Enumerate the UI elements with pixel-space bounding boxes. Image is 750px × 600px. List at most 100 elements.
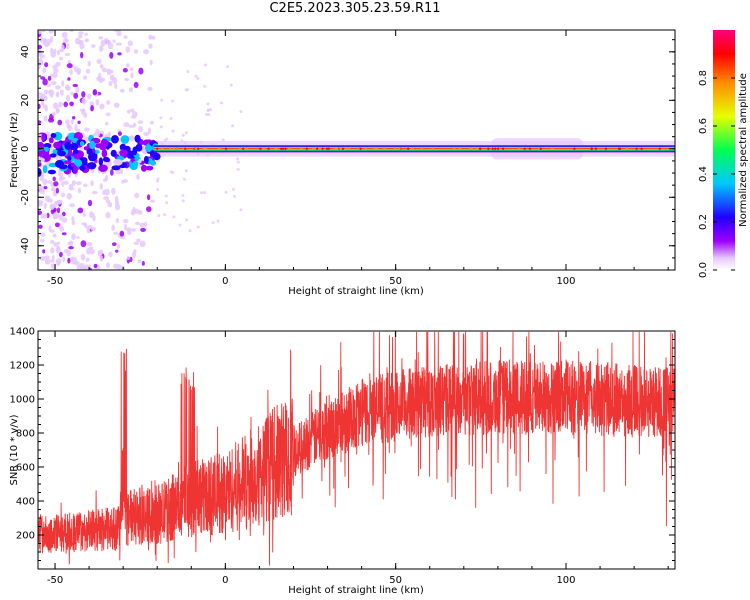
heatmap-noise-cell bbox=[123, 219, 129, 224]
heatmap-core-cell bbox=[79, 165, 86, 171]
heatmap-noise-cell bbox=[87, 26, 93, 30]
heatmap-noise-cell bbox=[131, 228, 137, 232]
heatmap-noise-cell bbox=[137, 120, 144, 125]
spectrogram-ytick-label: 20 bbox=[20, 94, 31, 107]
heatmap-noise-cell bbox=[68, 246, 74, 250]
heatmap-noise-cell bbox=[80, 253, 86, 261]
heatmap-noise-cell bbox=[69, 30, 74, 32]
heatmap-noise-cell bbox=[52, 212, 58, 218]
heatmap-band-speck bbox=[658, 147, 661, 150]
heatmap-noise-cell bbox=[68, 183, 74, 189]
heatmap-noise-cell bbox=[80, 240, 87, 248]
heatmap-band-speck bbox=[475, 147, 479, 150]
heatmap-noise-cell bbox=[85, 257, 90, 262]
heatmap-noise-cell bbox=[105, 112, 111, 117]
heatmap-band-speck bbox=[373, 147, 376, 150]
heatmap-noise-cell bbox=[188, 229, 192, 233]
heatmap-band-speck bbox=[288, 147, 291, 150]
heatmap-noise-cell bbox=[89, 248, 95, 255]
heatmap-core-cell bbox=[129, 135, 135, 142]
heatmap-noise-cell bbox=[109, 169, 114, 176]
heatmap-noise-cell bbox=[61, 232, 67, 236]
heatmap-noise-cell bbox=[99, 103, 105, 110]
heatmap-noise-cell bbox=[43, 115, 48, 122]
heatmap-core-cell bbox=[119, 149, 129, 156]
heatmap-noise-cell bbox=[50, 80, 57, 86]
heatmap-noise-cell bbox=[43, 202, 47, 210]
heatmap-noise-cell bbox=[42, 249, 46, 254]
heatmap-noise-cell bbox=[111, 187, 116, 195]
heatmap-noise-cell bbox=[50, 259, 55, 263]
heatmap-noise-cell bbox=[50, 247, 55, 254]
spectrogram-xtick-label: 100 bbox=[556, 276, 575, 287]
heatmap-noise-cell bbox=[38, 120, 42, 125]
heatmap-noise-cell bbox=[138, 67, 144, 75]
snr-line-layer bbox=[38, 331, 675, 566]
heatmap-noise-cell bbox=[69, 240, 74, 245]
heatmap-noise-cell bbox=[39, 256, 46, 261]
heatmap-noise-cell bbox=[106, 100, 111, 105]
heatmap-core-cell bbox=[143, 155, 149, 164]
heatmap-noise-cell bbox=[229, 83, 233, 87]
heatmap-noise-cell bbox=[147, 127, 152, 135]
heatmap-noise-cell bbox=[84, 223, 88, 229]
spectrogram-xtick-label: -50 bbox=[47, 276, 63, 287]
heatmap-noise-cell bbox=[96, 76, 101, 82]
heatmap-band-speck bbox=[487, 147, 490, 150]
snr-xlabel: Height of straight line (km) bbox=[288, 585, 424, 596]
heatmap-band-speck bbox=[453, 147, 456, 150]
heatmap-noise-cell bbox=[99, 183, 103, 190]
heatmap-band-speck bbox=[491, 147, 494, 150]
heatmap-noise-cell bbox=[91, 190, 98, 195]
heatmap-noise-cell bbox=[113, 263, 118, 269]
heatmap-noise-cell bbox=[59, 89, 64, 96]
heatmap-noise-cell bbox=[63, 101, 69, 108]
heatmap-noise-cell bbox=[137, 209, 143, 215]
heatmap-noise-cell bbox=[134, 192, 140, 199]
heatmap-band-speck bbox=[245, 147, 248, 150]
heatmap-noise-cell bbox=[156, 188, 160, 192]
heatmap-noise-cell bbox=[128, 87, 133, 93]
heatmap-noise-cell bbox=[143, 49, 149, 55]
heatmap-noise-cell bbox=[133, 81, 139, 89]
heatmap-noise-cell bbox=[54, 222, 60, 228]
heatmap-noise-cell bbox=[109, 51, 114, 59]
heatmap-noise-cell bbox=[126, 256, 131, 260]
heatmap-noise-cell bbox=[40, 232, 46, 237]
heatmap-noise-cell bbox=[49, 203, 55, 211]
heatmap-noise-cell bbox=[67, 77, 71, 81]
heatmap-band-speck bbox=[517, 147, 521, 150]
heatmap-noise-cell bbox=[132, 122, 137, 128]
heatmap-band-speck bbox=[528, 147, 532, 150]
heatmap-noise-cell bbox=[106, 39, 111, 46]
colorbar-tick-label: 0.6 bbox=[698, 118, 709, 134]
heatmap-noise-cell bbox=[92, 88, 98, 96]
heatmap-noise-cell bbox=[133, 49, 139, 54]
snr-xtick-label: 100 bbox=[556, 575, 575, 586]
heatmap-band-speck bbox=[364, 147, 368, 150]
heatmap-noise-cell bbox=[67, 124, 72, 131]
heatmap-core-cell bbox=[86, 162, 97, 170]
heatmap-band-speck bbox=[279, 147, 283, 150]
heatmap-noise-cell bbox=[59, 251, 63, 258]
heatmap-noise-cell bbox=[126, 109, 131, 114]
heatmap-band-speck bbox=[394, 147, 397, 150]
heatmap-core-cell bbox=[145, 165, 154, 171]
heatmap-band-speck bbox=[341, 147, 345, 150]
heatmap-noise-cell bbox=[104, 174, 109, 181]
heatmap-band-speck bbox=[496, 147, 500, 150]
heatmap-core-cell bbox=[38, 141, 45, 150]
spectrogram-ytick-label: -40 bbox=[20, 238, 31, 254]
heatmap-noise-cell bbox=[48, 117, 55, 123]
chart-title: C2E5.2023.305.23.59.R11 bbox=[269, 1, 441, 16]
heatmap-noise-cell bbox=[117, 131, 122, 136]
spectrogram-ytick-label: -20 bbox=[20, 189, 31, 205]
heatmap-noise-cell bbox=[66, 249, 71, 257]
heatmap-noise-cell bbox=[75, 181, 82, 186]
heatmap-noise-cell bbox=[72, 83, 79, 88]
spectrogram-frame bbox=[37, 29, 676, 271]
heatmap-noise-cell bbox=[113, 102, 120, 108]
heatmap-noise-cell bbox=[138, 125, 143, 133]
heatmap-noise-cell bbox=[47, 180, 53, 184]
